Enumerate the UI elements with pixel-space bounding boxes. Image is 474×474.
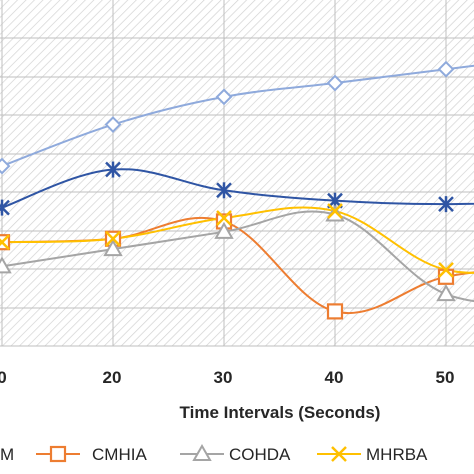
series-3-point: [0, 256, 12, 274]
legend-entry: CMHIA: [92, 445, 147, 464]
legend-entry: MHRBA: [366, 445, 428, 464]
series-1-point: [438, 196, 454, 213]
x-axis-ticks: 0 20 30 40 50: [0, 368, 454, 387]
series-1-point: [105, 161, 121, 178]
series-4-point: [327, 203, 343, 219]
series-3-point: [103, 239, 123, 257]
series-0-point: [326, 74, 344, 92]
series-markers: [0, 60, 456, 320]
series-line-1: [1, 168, 474, 209]
series-2-point: [437, 268, 455, 285]
series-line-0: [1, 64, 474, 168]
series-0-point: [215, 88, 233, 106]
x-tick-label: 0: [0, 368, 7, 387]
series-0-point: [0, 157, 11, 175]
series-1-point: [0, 199, 10, 216]
x-tick-label: 30: [214, 368, 233, 387]
series-0-point: [104, 116, 122, 133]
legend-swatch-marker: [331, 446, 347, 462]
series-2-point: [326, 303, 344, 320]
series-4-point: [0, 234, 10, 251]
x-tick-label: 40: [325, 368, 344, 387]
series-3-point: [214, 221, 234, 239]
x-tick-label: 50: [436, 368, 455, 387]
series-3-point: [436, 284, 456, 302]
series-line-4: [1, 206, 474, 274]
legend-entry: M: [0, 445, 14, 464]
series-4-point: [216, 210, 232, 226]
plot-area: [0, 0, 474, 346]
series-4-point: [438, 261, 454, 278]
x-axis-title: Time Intervals (Seconds): [180, 403, 381, 422]
series-lines: [1, 64, 474, 314]
series-2-point: [0, 234, 11, 251]
legend-swatch-marker: [49, 445, 67, 463]
series-1-point: [216, 182, 232, 199]
legend-entry: COHDA: [229, 445, 291, 464]
series-line-3: [1, 210, 474, 303]
legend: M CMHIA COHDA MHRBA: [0, 443, 428, 464]
x-tick-label: 20: [103, 368, 122, 387]
series-0-point: [437, 60, 455, 78]
series-4-point: [105, 230, 121, 247]
legend-swatch-marker: [192, 443, 212, 461]
